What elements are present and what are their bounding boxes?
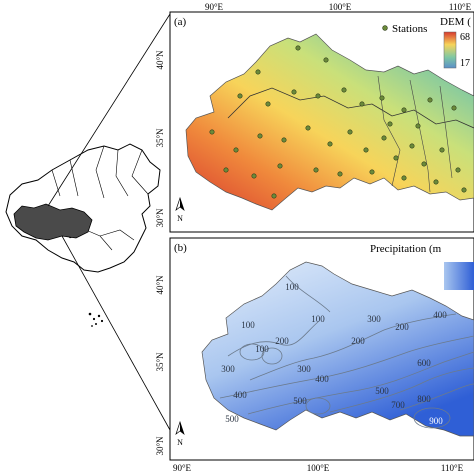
panel-b-lat-40: 40°N <box>155 275 165 295</box>
station-markers <box>209 45 467 199</box>
contour-label: 400 <box>433 310 447 320</box>
contour-label: 100 <box>241 320 255 330</box>
panel-a-lat-35: 35°N <box>155 128 165 148</box>
contour-labels: 100 100 100 100 200 200 200 300 300 300 … <box>221 282 447 426</box>
zoom-line-upper <box>47 13 171 207</box>
study-area-highlight <box>13 203 93 241</box>
north-arrow-a: N <box>175 196 185 223</box>
precip-colorbar <box>444 262 474 290</box>
north-arrow-b-label: N <box>177 438 183 447</box>
contour-label: 300 <box>297 364 311 374</box>
overview-map <box>5 13 171 431</box>
dem-colorbar <box>443 31 457 69</box>
bottom-tick-110: 110°E <box>441 463 464 473</box>
contour-label: 100 <box>285 282 299 292</box>
contour-label: 300 <box>221 364 235 374</box>
contour-label: 200 <box>395 322 409 332</box>
panel-a-legend: Stations DEM ( 68 17 <box>382 16 471 69</box>
panel-a-lat-40: 40°N <box>155 50 165 70</box>
bottom-tick-100: 100°E <box>307 463 330 473</box>
basin-boundary <box>227 87 474 129</box>
top-tick-100: 100°E <box>329 2 352 12</box>
bottom-tick-90: 90°E <box>173 463 192 473</box>
china-outline <box>5 143 161 273</box>
panel-b-letter: (b) <box>174 242 187 254</box>
contour-label: 300 <box>367 314 381 324</box>
zoom-line-lower <box>61 235 171 431</box>
contour-label: 500 <box>225 414 239 424</box>
contour-label: 100 <box>255 344 269 354</box>
contour-label: 200 <box>351 336 365 346</box>
panel-b-lat-30: 30°N <box>155 436 165 456</box>
panel-b: 40°N 35°N 30°N (b) Precipitation (m <box>155 237 474 461</box>
north-arrow-b: N <box>175 420 185 447</box>
stations-legend-marker <box>382 25 388 31</box>
contour-label: 400 <box>315 374 329 384</box>
top-tick-110: 110°E <box>449 2 472 12</box>
contour-label: 500 <box>375 386 389 396</box>
panel-a: 40°N 35°N 30°N (a) <box>155 11 474 233</box>
panel-a-lat-30: 30°N <box>155 208 165 228</box>
precip-legend-title: Precipitation (m <box>370 243 442 255</box>
dem-legend-min: 17 <box>460 58 470 69</box>
contour-label: 700 <box>391 400 405 410</box>
contour-label: 500 <box>293 396 307 406</box>
precip-contours <box>219 275 474 429</box>
contour-label: 100 <box>311 314 325 324</box>
contour-label: 400 <box>233 390 247 400</box>
north-arrow-a-label: N <box>177 214 183 223</box>
contour-label: 200 <box>275 336 289 346</box>
panel-a-letter: (a) <box>174 16 187 28</box>
precip-region <box>201 261 474 437</box>
dem-legend-max: 68 <box>460 32 470 43</box>
dem-legend-title: DEM ( <box>440 16 471 28</box>
dem-region <box>185 33 474 211</box>
contour-label: 900 <box>429 416 443 426</box>
panel-b-lat-35: 35°N <box>155 352 165 372</box>
stations-legend-label: Stations <box>392 23 427 35</box>
contour-label: 600 <box>417 358 431 368</box>
contour-label: 800 <box>417 394 431 404</box>
top-tick-90: 90°E <box>205 2 224 12</box>
south-sea-islands <box>88 312 104 327</box>
